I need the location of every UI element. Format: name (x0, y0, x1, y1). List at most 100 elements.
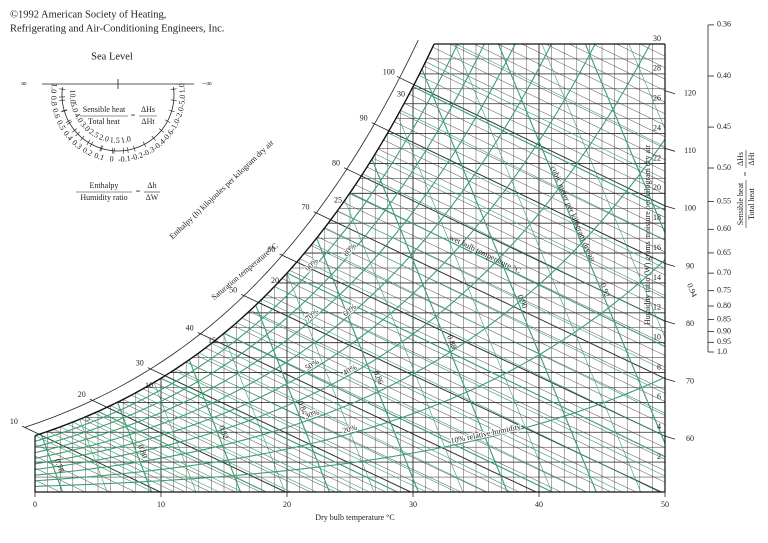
protractor-tick (142, 141, 147, 148)
wet-bulb-minor-line (173, 370, 427, 492)
volume-minor-line (344, 199, 464, 492)
enthalpy-minor-line (454, 44, 665, 103)
enthalpy-tick (279, 253, 297, 263)
volume-line (466, 44, 665, 492)
enthalpy-minor-line (383, 139, 665, 276)
equals: = (136, 187, 141, 196)
protractor-tick (59, 88, 66, 90)
wet-bulb-minor-line (362, 173, 665, 492)
protractor-label: 1.0 (120, 134, 131, 145)
y-tick-label: 10 (653, 332, 661, 341)
shr-scale-label: 0.90 (717, 326, 731, 335)
enthalpy-minor-line (205, 347, 512, 492)
enthalpy-right-tick (664, 263, 676, 267)
protractor-tick (61, 109, 68, 112)
protractor-label: 2.0 (98, 132, 110, 144)
enthalpy-minor-line (94, 412, 261, 492)
shr-symbol-numerator: ΔHs (141, 105, 155, 114)
enthalpy-line (164, 375, 411, 492)
rh-curve (35, 44, 653, 471)
wet-bulb-minor-line (198, 352, 488, 492)
ratio-denominator: Humidity ratio (80, 193, 127, 202)
wet-bulb-minor-line (249, 311, 623, 492)
enthalpy-tick-label: 60 (267, 245, 275, 254)
protractor-tick (122, 147, 125, 154)
wet-bulb-line (349, 192, 665, 492)
shr-symbol-denominator: ΔHt (747, 152, 756, 166)
wet-bulb-tick-label: 15 (208, 336, 216, 345)
enthalpy-right-label: 90 (686, 261, 694, 270)
wet-bulb-minor-line (236, 322, 587, 492)
protractor-tick (75, 131, 81, 137)
enthalpy-right-label: 70 (686, 376, 694, 385)
title-line: ©1992 American Society of Heating, (10, 9, 166, 20)
wet-bulb-minor-line (148, 385, 370, 492)
shr-denominator: Total heat (747, 187, 756, 219)
wet-bulb-minor-line (47, 431, 175, 492)
enthalpy-scale (24, 39, 419, 428)
wet-bulb-minor-line (85, 416, 243, 492)
wet-bulb-line (412, 86, 665, 492)
protractor: ∞ −∞ Sensible heat Total heat = ΔHs ΔHt … (21, 79, 212, 202)
protractor-tick (89, 141, 94, 148)
volume-minor-line (487, 44, 665, 492)
shr-scale-label: 0.40 (717, 71, 731, 80)
wet-bulb-tick-label: 5 (86, 414, 90, 423)
protractor-tick (72, 128, 78, 133)
enthalpy-right-label: 110 (684, 146, 696, 155)
protractor-tick (126, 147, 129, 154)
rh-curve (35, 44, 597, 465)
rh-curve (35, 44, 521, 454)
volume-minor-line (222, 333, 286, 492)
protractor-label: 0.2 (81, 145, 94, 158)
enthalpy-tick-label: 100 (383, 67, 395, 76)
chart-area (35, 44, 665, 492)
protractor-tick (170, 99, 177, 101)
volume-line (421, 68, 597, 492)
x-tick-label: 10 (157, 500, 165, 509)
enthalpy-minor-line (399, 112, 665, 241)
y-tick-label: 18 (653, 213, 661, 222)
shr-scale-label: 0.36 (717, 20, 731, 29)
protractor-label: -2.0 (174, 106, 186, 121)
shr-scale-label: 0.95 (717, 337, 731, 346)
shr-scale-label: 0.65 (717, 248, 731, 257)
enthalpy-line (388, 130, 665, 264)
enthalpy-tick-label: 80 (332, 159, 340, 168)
enthalpy-minor-line (427, 56, 665, 172)
shr-scale-label: 0.80 (717, 301, 731, 310)
protractor-tick (59, 99, 66, 101)
enthalpy-line (214, 340, 537, 492)
saturation-curve (34, 43, 435, 437)
enthalpy-right-tick (664, 435, 676, 440)
x-tick-label: 40 (535, 500, 543, 509)
protractor-label: -0.1 (118, 154, 131, 164)
shr-scale-label: 1.0 (717, 347, 727, 356)
wet-bulb-minor-line (261, 298, 660, 492)
y-axis-label: Humidity ratio (W) grams moisture per ki… (643, 145, 652, 325)
protractor-label: 1.0 (49, 83, 59, 94)
enthalpy-tick (197, 332, 216, 341)
volume-line (255, 304, 330, 492)
enthalpy-minor-line (449, 44, 665, 114)
enthalpy-right-tick (664, 90, 676, 95)
shr-scale-label: 0.75 (717, 285, 731, 294)
enthalpy-minor-line (224, 332, 562, 492)
protractor-tick (158, 128, 164, 133)
rh-curve (35, 44, 553, 459)
protractor-infinity: −∞ (202, 79, 213, 88)
protractor-label: 10.0 (68, 89, 77, 103)
shr-denominator: Total heat (88, 117, 120, 126)
enthalpy-tick-label: 20 (78, 390, 86, 399)
y-tick-label: 28 (653, 64, 661, 73)
wet-bulb-minor-line (274, 286, 665, 492)
wet-bulb-line (286, 272, 665, 492)
protractor-tick (99, 145, 102, 152)
protractor-label: 0.1 (93, 151, 105, 163)
shr-scale-label: 0.45 (717, 122, 731, 131)
y-tick-label: 12 (653, 303, 661, 312)
rh-curve (35, 376, 665, 487)
volume-line (116, 402, 153, 492)
y-tick-label: 8 (657, 362, 661, 371)
protractor-tick (170, 88, 177, 90)
